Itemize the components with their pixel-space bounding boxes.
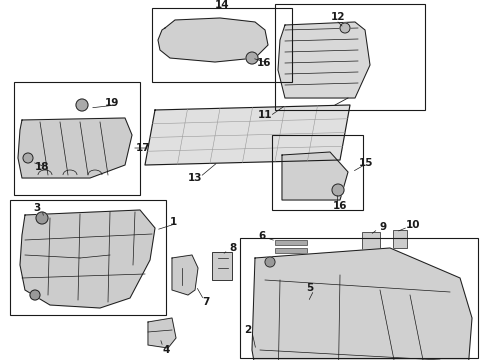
Text: 13: 13 xyxy=(187,173,202,183)
Bar xyxy=(274,256,306,261)
Bar xyxy=(392,230,406,248)
Bar xyxy=(274,4,424,110)
Text: 5: 5 xyxy=(306,283,313,293)
Polygon shape xyxy=(282,152,347,200)
Polygon shape xyxy=(158,18,267,62)
Circle shape xyxy=(30,290,40,300)
Text: 2: 2 xyxy=(244,325,251,335)
Polygon shape xyxy=(18,118,132,178)
Bar xyxy=(212,252,231,280)
Bar xyxy=(291,342,346,351)
Circle shape xyxy=(36,212,48,224)
Polygon shape xyxy=(251,248,471,360)
Text: 11: 11 xyxy=(257,110,272,120)
Bar xyxy=(88,283,106,297)
Polygon shape xyxy=(145,105,349,165)
Circle shape xyxy=(245,52,258,64)
Bar xyxy=(361,232,379,250)
Bar xyxy=(110,283,128,297)
Text: 18: 18 xyxy=(35,162,49,172)
Polygon shape xyxy=(148,318,176,348)
Bar xyxy=(271,135,362,210)
Circle shape xyxy=(23,153,33,163)
Text: 16: 16 xyxy=(256,58,271,68)
Text: 16: 16 xyxy=(332,201,346,211)
Text: 4: 4 xyxy=(162,345,169,355)
Bar xyxy=(291,300,346,309)
Bar xyxy=(14,82,140,195)
Polygon shape xyxy=(278,22,369,98)
Circle shape xyxy=(331,184,343,196)
Polygon shape xyxy=(172,255,198,295)
Text: 1: 1 xyxy=(169,217,176,227)
Bar xyxy=(291,328,346,337)
Bar xyxy=(10,200,165,315)
Circle shape xyxy=(339,23,349,33)
Text: 10: 10 xyxy=(405,220,419,230)
Text: 17: 17 xyxy=(135,143,150,153)
Bar xyxy=(274,248,306,253)
Text: 9: 9 xyxy=(379,222,386,232)
Bar xyxy=(291,314,346,323)
Text: 3: 3 xyxy=(33,203,41,213)
Bar xyxy=(152,8,291,82)
Text: 8: 8 xyxy=(229,243,236,253)
Text: 12: 12 xyxy=(330,12,345,22)
Circle shape xyxy=(264,257,274,267)
Bar xyxy=(274,240,306,245)
Text: 14: 14 xyxy=(214,0,229,10)
Bar xyxy=(240,238,477,358)
Text: 7: 7 xyxy=(202,297,209,307)
Text: 19: 19 xyxy=(104,98,119,108)
Bar xyxy=(274,264,306,269)
Circle shape xyxy=(76,99,88,111)
Polygon shape xyxy=(20,210,155,308)
Text: 6: 6 xyxy=(258,231,265,241)
Text: 15: 15 xyxy=(358,158,372,168)
